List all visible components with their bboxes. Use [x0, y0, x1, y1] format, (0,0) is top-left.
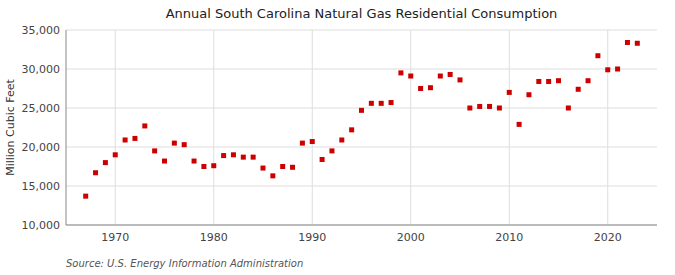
point — [123, 137, 128, 142]
x-axis-line — [66, 225, 657, 226]
point — [270, 173, 275, 178]
point — [625, 40, 630, 45]
x-tick-label: 1980 — [200, 231, 228, 244]
point — [329, 148, 334, 153]
point — [566, 106, 571, 111]
point — [103, 160, 108, 165]
point — [182, 142, 187, 147]
y-grid-line — [66, 147, 657, 148]
point — [546, 79, 551, 84]
point — [280, 164, 285, 169]
point — [458, 77, 463, 82]
y-tick-label: 20,000 — [22, 141, 61, 154]
point — [113, 152, 118, 157]
chart: Annual South Carolina Natural Gas Reside… — [0, 0, 675, 275]
grid — [66, 30, 657, 225]
x-grid-line — [509, 30, 510, 225]
x-tick-label: 1990 — [298, 231, 326, 244]
x-grid-line — [410, 30, 411, 225]
chart-container: Annual South Carolina Natural Gas Reside… — [0, 0, 675, 275]
source-note: Source: U.S. Energy Information Administ… — [66, 258, 303, 269]
x-grid-line — [115, 30, 116, 225]
point — [290, 165, 295, 170]
point — [595, 53, 600, 58]
point — [261, 166, 266, 171]
point — [320, 157, 325, 162]
point — [359, 108, 364, 113]
point — [517, 122, 522, 127]
point — [211, 163, 216, 168]
x-tick-label: 2000 — [397, 231, 425, 244]
point — [369, 101, 374, 106]
point — [162, 159, 167, 164]
point — [428, 85, 433, 90]
point — [132, 136, 137, 141]
y-tick-label: 15,000 — [22, 180, 61, 193]
y-tick-label: 35,000 — [22, 24, 61, 37]
point — [300, 141, 305, 146]
point — [221, 153, 226, 158]
y-grid-line — [66, 69, 657, 70]
point — [310, 139, 315, 144]
y-tick-label: 10,000 — [22, 219, 61, 232]
point — [408, 74, 413, 79]
y-axis-line — [66, 30, 67, 225]
point — [398, 70, 403, 75]
point — [497, 106, 502, 111]
point — [172, 141, 177, 146]
point — [556, 78, 561, 83]
point — [83, 194, 88, 199]
y-grid-line — [66, 30, 657, 31]
x-grid-line — [213, 30, 214, 225]
point — [418, 86, 423, 91]
point — [526, 92, 531, 97]
point — [192, 159, 197, 164]
point — [487, 104, 492, 109]
point — [379, 101, 384, 106]
point — [339, 137, 344, 142]
point — [576, 87, 581, 92]
title: Annual South Carolina Natural Gas Reside… — [166, 6, 558, 21]
x-tick-label: 1970 — [101, 231, 129, 244]
point — [605, 67, 610, 72]
y-tick-label: 25,000 — [22, 102, 61, 115]
point — [438, 74, 443, 79]
points — [83, 40, 640, 199]
y-tick-label: 30,000 — [22, 63, 61, 76]
point — [142, 123, 147, 128]
y-axis-label: Million Cubic Feet — [4, 78, 17, 175]
y-grid-line — [66, 225, 657, 226]
y-grid-line — [66, 186, 657, 187]
point — [349, 127, 354, 132]
point — [93, 170, 98, 175]
point — [477, 104, 482, 109]
point — [536, 79, 541, 84]
point — [615, 67, 620, 72]
x-grid-line — [607, 30, 608, 225]
point — [635, 41, 640, 46]
point — [152, 148, 157, 153]
point — [507, 90, 512, 95]
x-tick-label: 2010 — [495, 231, 523, 244]
point — [389, 100, 394, 105]
x-tick-label: 2020 — [594, 231, 622, 244]
point — [231, 152, 236, 157]
point — [251, 155, 256, 160]
x-grid-line — [312, 30, 313, 225]
point — [241, 155, 246, 160]
point — [586, 78, 591, 83]
point — [467, 106, 472, 111]
axes: 10,000 15,000 20,000 25,000 30,000 35,000 1970… — [22, 24, 658, 244]
point — [201, 164, 206, 169]
point — [448, 72, 453, 77]
